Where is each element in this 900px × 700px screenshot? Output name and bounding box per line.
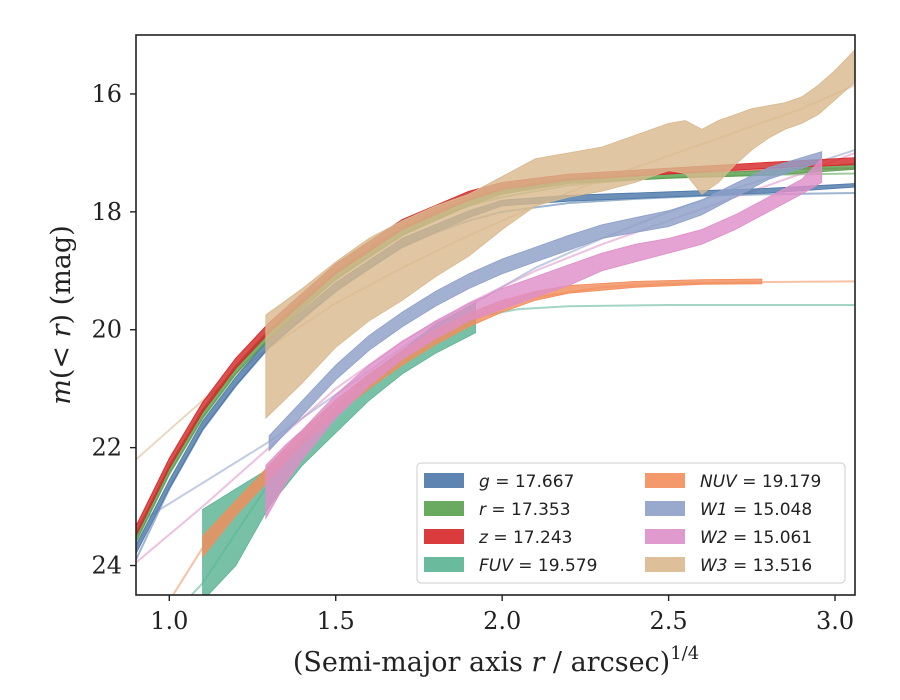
legend-swatch (424, 529, 464, 544)
legend-label: W2 = 15.061 (700, 528, 812, 548)
data-band-w3 (265, 49, 855, 420)
legend-item-w2: W2 = 15.061 (645, 528, 812, 548)
legend-swatch (424, 557, 464, 572)
legend-label: W1 = 15.048 (700, 500, 812, 520)
legend-item-r: r = 17.353 (424, 500, 571, 520)
x-tick-label: 2.5 (650, 607, 688, 635)
y-axis-ticks: 16 18 20 22 24 (91, 80, 136, 580)
x-tick-label: 3.0 (816, 607, 854, 635)
y-tick-label: 24 (91, 552, 122, 580)
legend-label: W3 = 13.516 (700, 556, 812, 576)
legend-swatch (424, 501, 464, 516)
legend-item-z: z = 17.243 (424, 528, 572, 548)
legend-label: z = 17.243 (478, 528, 572, 548)
legend-item-w3: W3 = 13.516 (645, 556, 812, 576)
legend-item-fuv: FUV = 19.579 (424, 556, 597, 576)
legend-box (416, 462, 846, 584)
legend-swatch (424, 473, 464, 488)
y-tick-label: 18 (91, 198, 122, 226)
x-tick-label: 2.0 (483, 607, 521, 635)
y-tick-label: 20 (91, 316, 122, 344)
x-axis-ticks: 1.0 1.5 2.0 2.5 3.0 (150, 595, 854, 635)
legend-swatch (645, 529, 685, 544)
plot-frame (135, 34, 856, 596)
legend-swatch (645, 557, 685, 572)
legend-label: FUV = 19.579 (479, 556, 597, 576)
x-axis-title: (Semi-major axis r / arcsec)1/4 (293, 643, 699, 678)
legend: g = 17.667 r = 17.353 z = 17.243 FUV = 19.5… (416, 462, 846, 584)
legend-swatch (645, 473, 685, 488)
legend-item-g: g = 17.667 (424, 472, 574, 492)
legend-label: g = 17.667 (479, 472, 574, 492)
legend-swatch (645, 501, 685, 516)
y-tick-label: 16 (91, 80, 122, 108)
legend-item-nuv: NUV = 19.179 (645, 472, 821, 492)
data-band-w2 (265, 157, 823, 520)
legend-item-w1: W1 = 15.048 (645, 500, 812, 520)
data-bands (136, 49, 855, 595)
legend-label: r = 17.353 (479, 500, 571, 520)
x-tick-label: 1.0 (150, 607, 188, 635)
legend-label: NUV = 19.179 (700, 472, 821, 492)
x-tick-label: 1.5 (317, 607, 355, 635)
y-axis-title: m(< r) (mag) (46, 225, 77, 404)
y-tick-label: 22 (91, 434, 122, 462)
